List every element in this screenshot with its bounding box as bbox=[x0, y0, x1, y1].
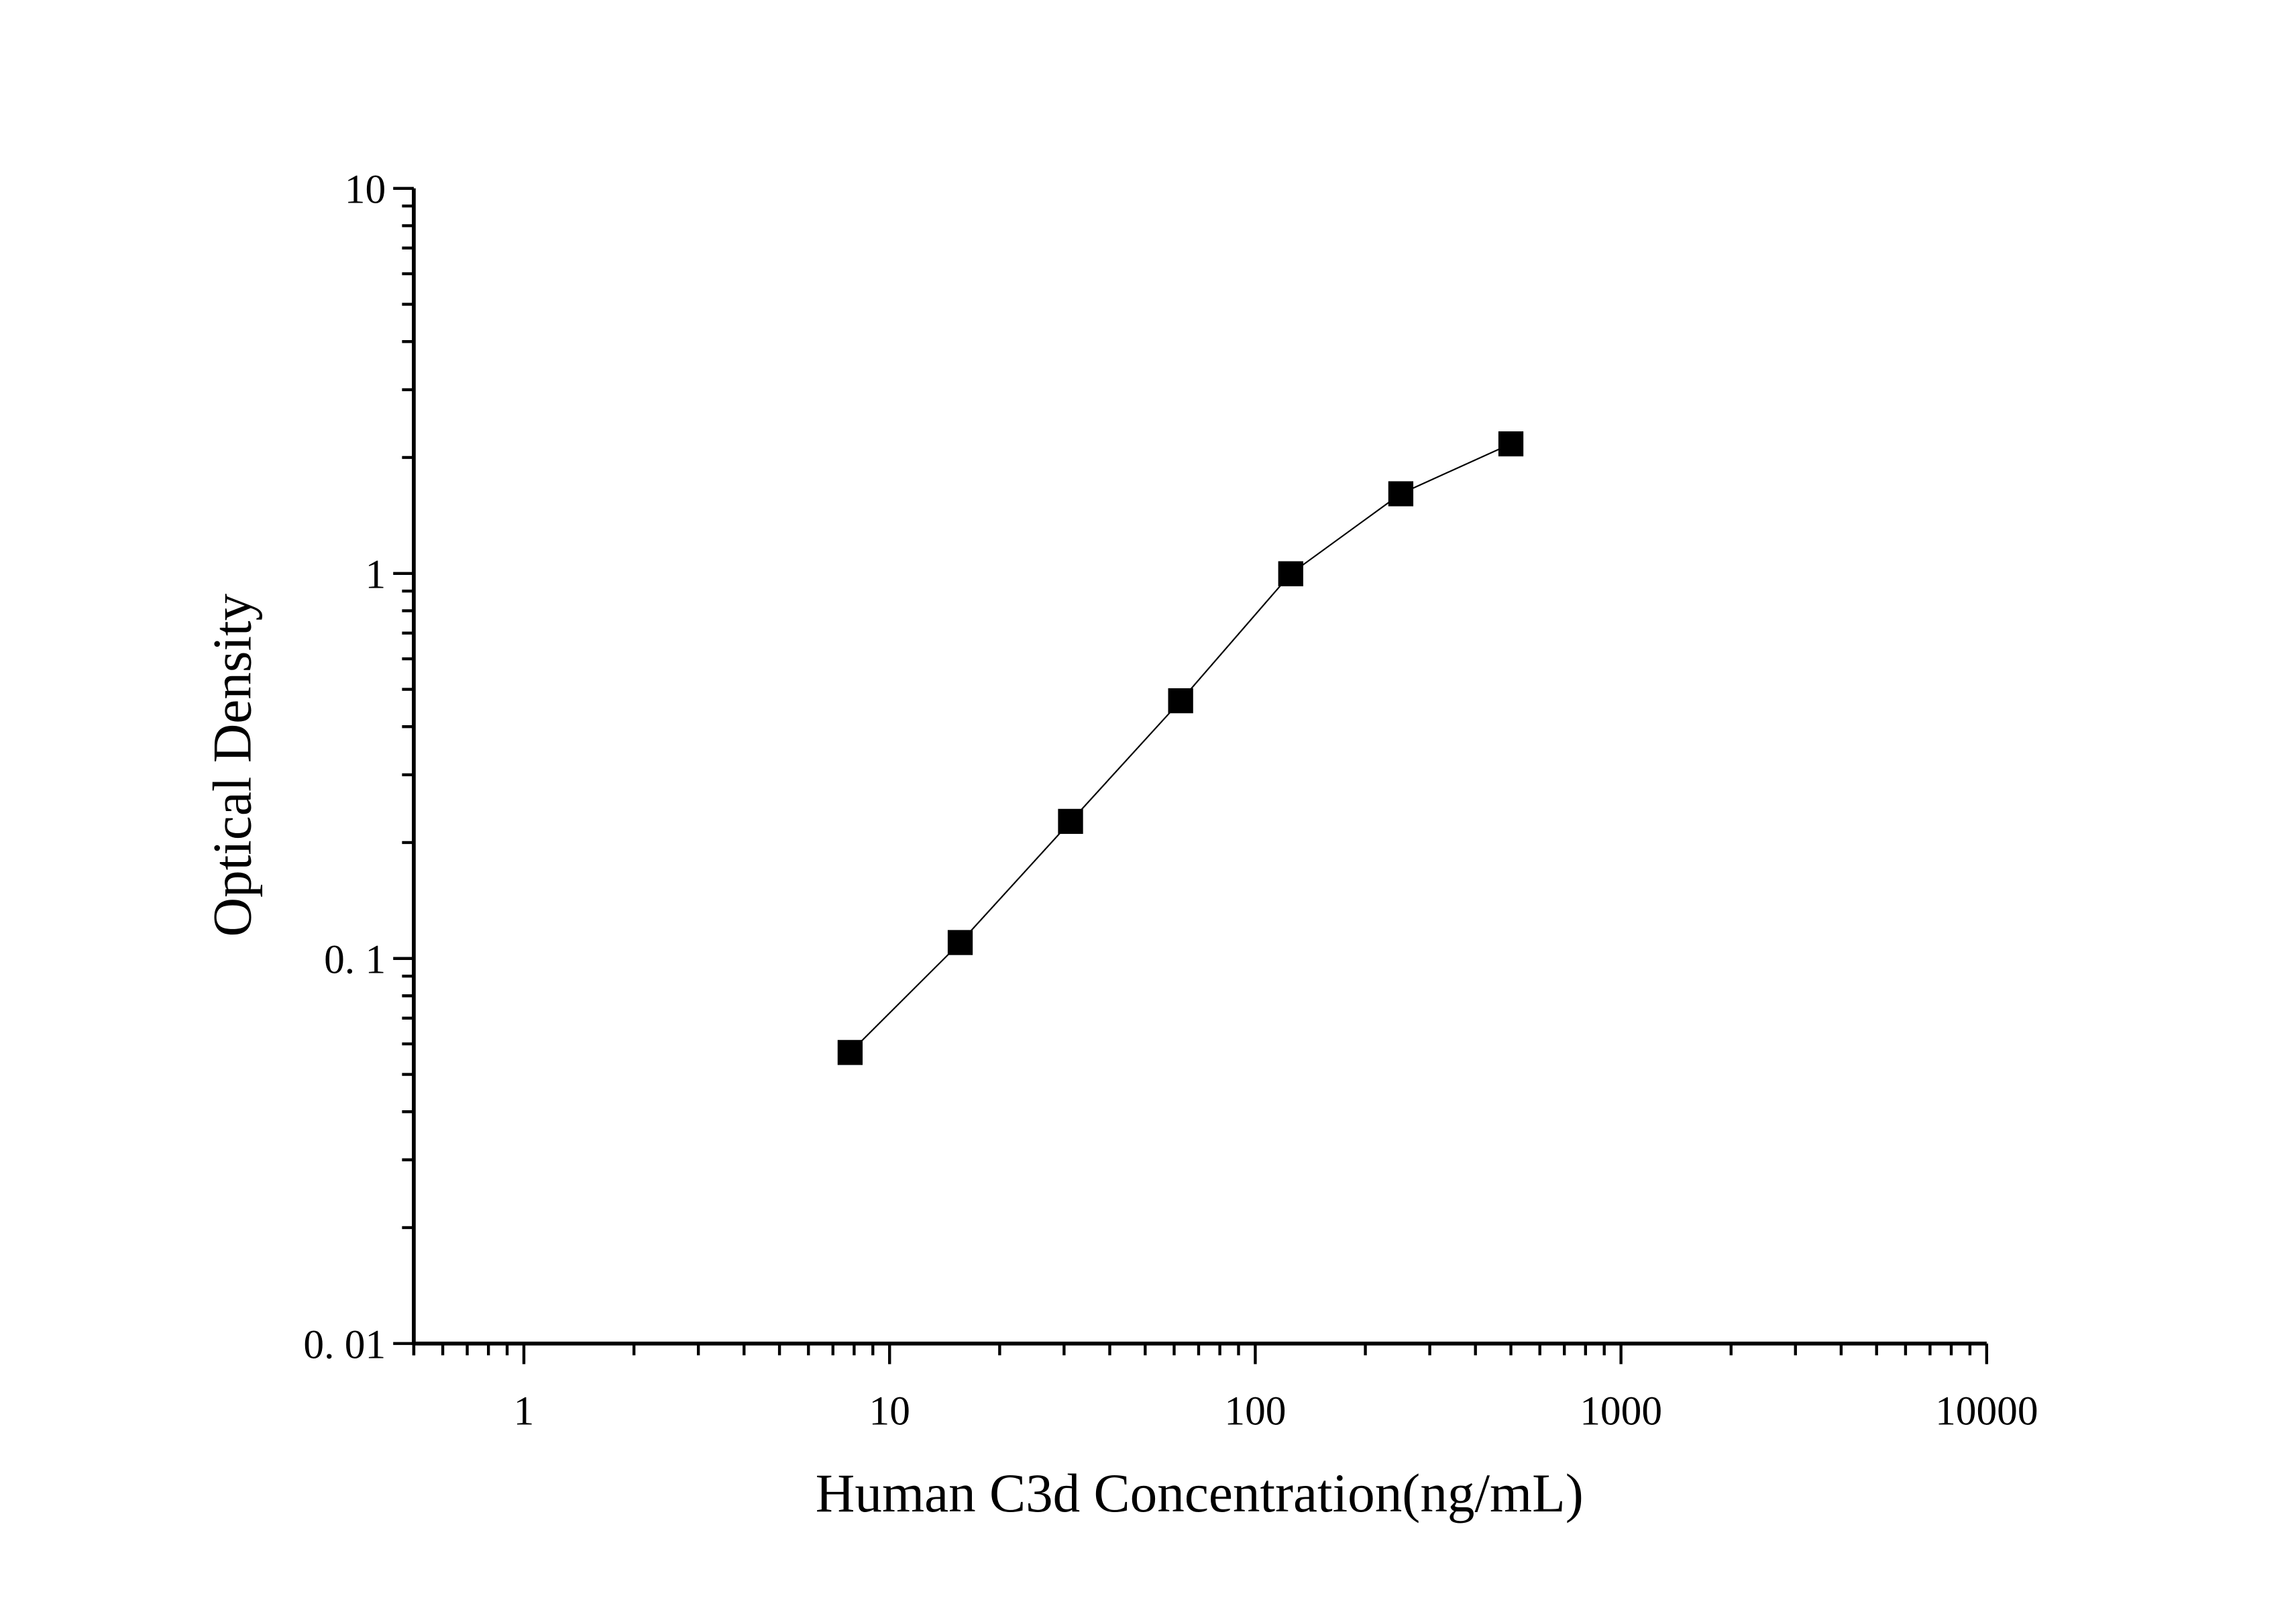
data-point bbox=[1498, 431, 1524, 457]
y-tick-label: 10 bbox=[345, 167, 386, 213]
data-point bbox=[837, 1040, 863, 1065]
x-tick-label: 100 bbox=[1224, 1388, 1286, 1434]
y-axis-title: Optical Density bbox=[202, 593, 262, 937]
data-point bbox=[1278, 561, 1303, 586]
x-tick-label: 1000 bbox=[1580, 1388, 1662, 1434]
x-axis-title: Human C3d Concentration(ng/mL) bbox=[816, 1463, 1584, 1523]
y-tick-label: 0. 01 bbox=[303, 1322, 386, 1368]
axes bbox=[412, 188, 1987, 1346]
series-line bbox=[849, 443, 1511, 1053]
data-point bbox=[1388, 481, 1414, 506]
y-tick-label: 1 bbox=[366, 552, 386, 598]
x-tick-label: 1 bbox=[514, 1388, 535, 1434]
tick-labels: 1 10 100 1000 10000 0. 01 0. 1 1 10 bbox=[303, 167, 2038, 1434]
data-points bbox=[837, 431, 1524, 1065]
data-point bbox=[1168, 688, 1193, 714]
x-tick-label: 10 bbox=[869, 1388, 910, 1434]
y-tick-label: 0. 1 bbox=[324, 937, 386, 983]
data-point bbox=[1058, 808, 1083, 835]
data-point bbox=[947, 930, 973, 955]
ticks bbox=[393, 186, 1989, 1365]
x-tick-label: 10000 bbox=[1935, 1388, 2038, 1434]
